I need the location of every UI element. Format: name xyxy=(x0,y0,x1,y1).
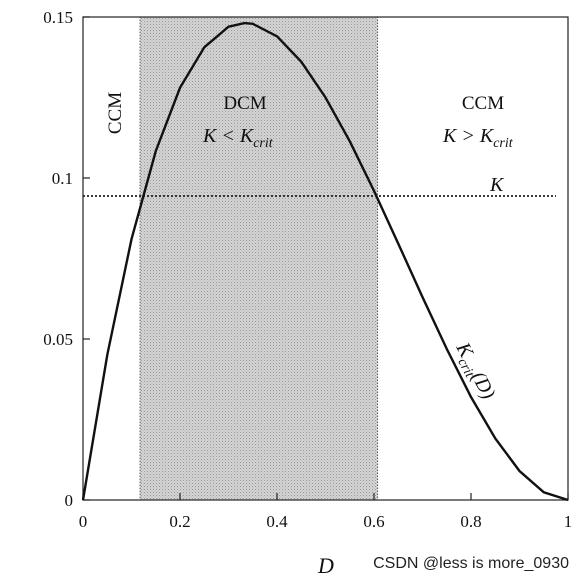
x-tick-label: 0.4 xyxy=(266,512,288,531)
k-line-label: K xyxy=(489,174,505,196)
kcrit-curve xyxy=(81,21,569,502)
ccm-right-title: CCM xyxy=(462,93,504,114)
dcm-condition: K < Kcrit xyxy=(202,125,274,151)
y-tick-label: 0 xyxy=(65,491,74,510)
ccm-right-condition: K > Kcrit xyxy=(442,125,514,151)
dcm-region xyxy=(139,16,379,501)
dcm-title: DCM xyxy=(223,93,266,114)
kcrit-curve-label: Kcrit(D) xyxy=(448,338,500,405)
y-tick-label: 0.15 xyxy=(43,8,73,27)
x-tick-label: 0 xyxy=(79,512,88,531)
y-axis-ticks: 0 0.05 0.1 0.15 xyxy=(43,8,90,510)
x-tick-label: 1 xyxy=(564,512,573,531)
watermark: CSDN @less is more_0930 xyxy=(373,555,569,572)
x-tick-label: 0.2 xyxy=(169,512,190,531)
x-tick-label: 0.6 xyxy=(363,512,384,531)
x-tick-label: 0.8 xyxy=(460,512,481,531)
plot-frame xyxy=(82,16,569,501)
ccm-left-label: CCM xyxy=(105,92,126,134)
y-tick-label: 0.05 xyxy=(43,330,73,349)
y-tick-label: 0.1 xyxy=(52,169,73,188)
x-axis-label: D xyxy=(317,553,334,578)
